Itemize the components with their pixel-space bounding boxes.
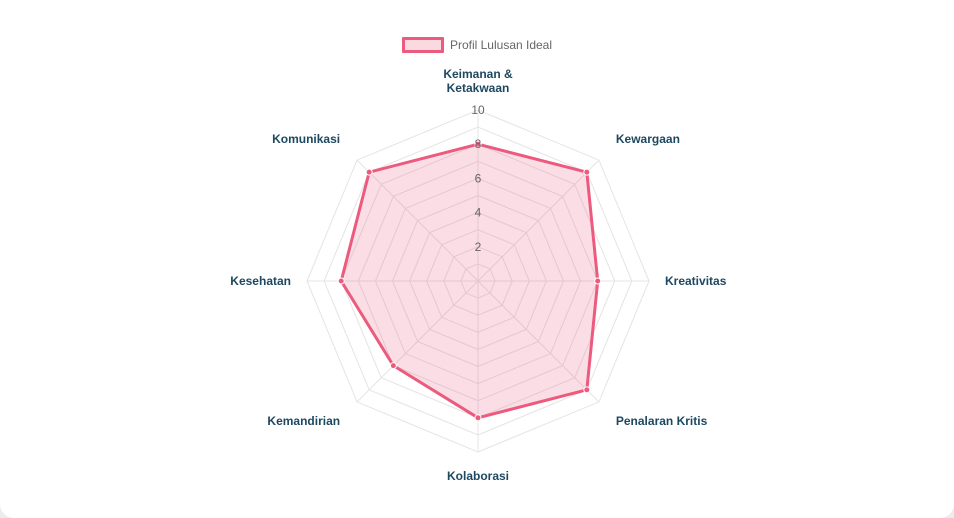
tick-label: 2 bbox=[475, 240, 482, 254]
grid-spoke bbox=[356, 159, 479, 282]
axis-label: Kolaborasi bbox=[447, 469, 509, 483]
series-area bbox=[339, 142, 600, 420]
tick-label: 6 bbox=[475, 171, 482, 185]
tick-label: 8 bbox=[475, 137, 482, 151]
grid-spoke bbox=[477, 159, 600, 282]
data-point bbox=[365, 168, 373, 176]
axis-label: Kesehatan bbox=[230, 274, 291, 288]
data-point bbox=[583, 168, 591, 176]
data-point bbox=[389, 362, 397, 370]
tick-label: 4 bbox=[475, 206, 482, 220]
legend[interactable]: Profil Lulusan Ideal bbox=[0, 37, 954, 53]
tick-label: 10 bbox=[471, 103, 485, 117]
legend-swatch bbox=[401, 37, 444, 53]
axis-label: Kewargaan bbox=[616, 132, 680, 146]
axis-label: Komunikasi bbox=[272, 132, 340, 146]
data-point bbox=[474, 140, 482, 148]
axis-label: Kemandirian bbox=[267, 414, 340, 428]
axis-label: Penalaran Kritis bbox=[616, 414, 708, 428]
grid-spoke bbox=[356, 280, 479, 403]
legend-label: Profil Lulusan Ideal bbox=[449, 38, 553, 52]
axis-label: Kreativitas bbox=[665, 274, 727, 288]
data-point bbox=[583, 386, 591, 394]
axis-label: Keimanan & Ketakwaan bbox=[443, 67, 513, 95]
data-point bbox=[337, 277, 345, 285]
data-point bbox=[474, 414, 482, 422]
grid-spoke bbox=[477, 280, 600, 403]
data-point bbox=[594, 277, 602, 285]
